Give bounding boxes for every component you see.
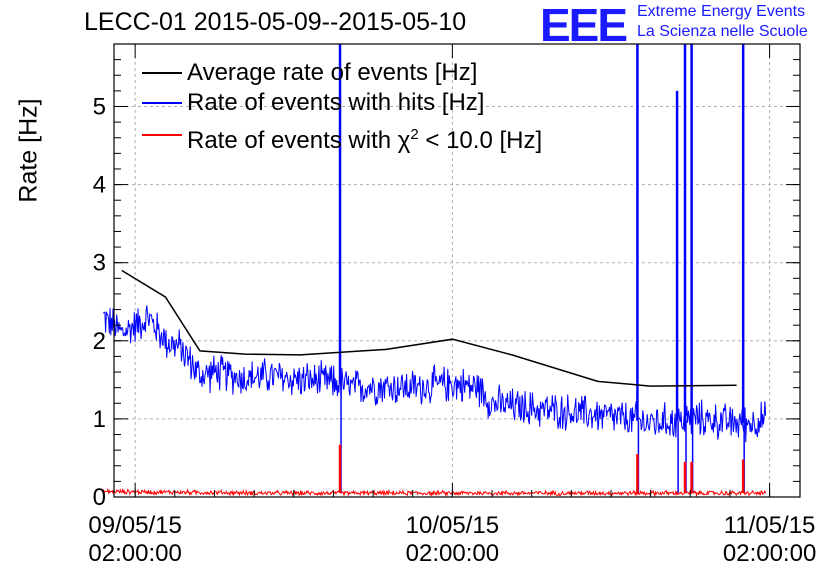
legend-chi2-prefix: Rate of events with <box>187 127 398 154</box>
legend-swatch-hits <box>142 102 182 104</box>
eee-logo-mark: EEE <box>540 0 628 51</box>
series-line-average <box>121 269 737 387</box>
y-tick-label: 1 <box>93 406 106 433</box>
logo-line-1: Extreme Energy Events <box>637 3 806 20</box>
legend-label-hits: Rate of events with hits [Hz] <box>187 89 485 116</box>
x-tick-label-time: 02:00:00 <box>88 540 181 567</box>
legend-chi2-symbol: χ <box>397 127 411 154</box>
logo-line-2: La Scienza nelle Scuole <box>637 23 808 40</box>
series-line-chi2 <box>102 487 767 498</box>
y-tick-label: 2 <box>93 328 106 355</box>
y-tick-label: 5 <box>93 93 106 120</box>
x-tick-label-date: 10/05/15 <box>406 512 499 539</box>
y-tick-label: 4 <box>93 172 106 199</box>
x-tick-label-date: 11/05/15 <box>724 512 816 539</box>
y-tick-label: 0 <box>93 484 106 511</box>
x-tick-label-time: 02:00:00 <box>406 540 499 567</box>
eee-logo-text: Extreme Energy Events La Scienza nelle S… <box>637 2 808 42</box>
series-line-hits <box>102 305 767 443</box>
plot-frame <box>113 43 801 498</box>
x-tick-label-date: 09/05/15 <box>88 512 181 539</box>
chart-title: LECC-01 2015-05-09--2015-05-10 <box>84 8 467 36</box>
legend-chi2-suffix: < 10.0 [Hz] <box>418 127 543 154</box>
legend-swatch-chi2 <box>142 134 182 136</box>
legend-label-chi2: Rate of events with χ2 < 10.0 [Hz] <box>187 120 542 156</box>
legend-chi2-sup: 2 <box>410 126 419 143</box>
y-tick-label: 3 <box>93 250 106 277</box>
x-tick-label-time: 02:00:00 <box>723 540 816 567</box>
y-axis-label: Rate [Hz] <box>14 98 43 203</box>
legend-swatch-average <box>142 72 182 74</box>
legend-label-average: Average rate of events [Hz] <box>187 59 478 86</box>
